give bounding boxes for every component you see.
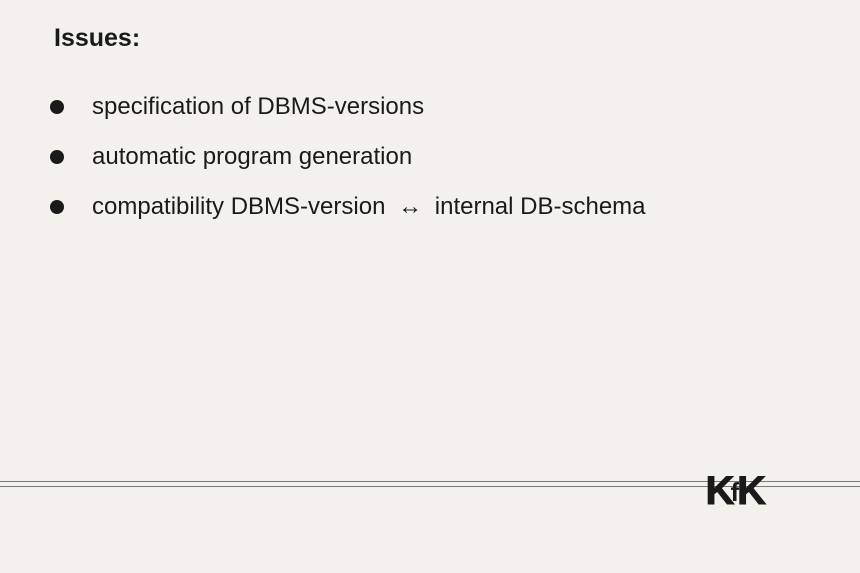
logo-letter-k-right: K [737, 471, 764, 511]
list-item: automatic program generation [50, 143, 810, 171]
bullet-icon [50, 200, 64, 214]
bullet-icon [50, 100, 64, 114]
bullet-text-pre: compatibility DBMS-version [92, 193, 385, 220]
kfk-logo: K f K [706, 471, 764, 511]
list-item: specification of DBMS-versions [50, 93, 810, 121]
logo-letter-k-left: K [706, 471, 733, 511]
bullet-text: automatic program generation [92, 143, 412, 171]
bullet-icon [50, 150, 64, 164]
bullet-text: compatibility DBMS-version ↔ internal DB… [92, 193, 646, 221]
slide-title: Issues: [54, 24, 810, 53]
slide: Issues: specification of DBMS-versions a… [0, 0, 860, 573]
double-arrow-icon: ↔ [392, 193, 428, 221]
bullet-text: specification of DBMS-versions [92, 93, 424, 121]
bullet-text-post: internal DB-schema [435, 193, 646, 220]
logo-letter-f: f [730, 479, 739, 505]
list-item: compatibility DBMS-version ↔ internal DB… [50, 193, 810, 221]
bullet-list: specification of DBMS-versions automatic… [50, 93, 810, 221]
